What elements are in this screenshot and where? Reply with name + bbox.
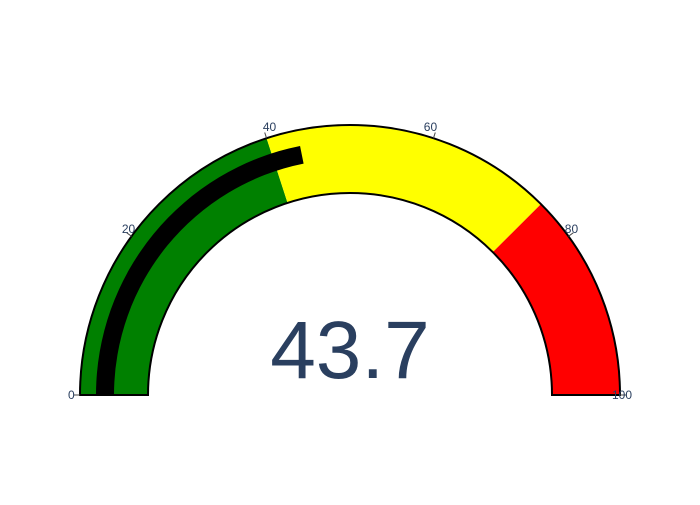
gauge-border bbox=[78, 124, 622, 396]
gauge-tick-label: 100 bbox=[612, 388, 632, 402]
gauge-tick-label: 20 bbox=[122, 222, 136, 236]
gauge-step-3 bbox=[492, 204, 620, 395]
gauge-step-2 bbox=[266, 125, 541, 253]
gauge-tick-label: 40 bbox=[263, 120, 277, 134]
gauge-tick-mark-3 bbox=[432, 132, 436, 139]
gauge-bar-group bbox=[96, 145, 304, 395]
gauge-tick-mark-1 bbox=[126, 232, 132, 237]
gauge-step-1 bbox=[80, 138, 288, 396]
gauge-ticks: 0 20 40 60 80 100 bbox=[68, 120, 632, 402]
gauge-tick-label: 80 bbox=[565, 222, 579, 236]
gauge-steps bbox=[80, 125, 620, 396]
gauge-value-bar bbox=[96, 145, 304, 395]
gauge-outline bbox=[78, 124, 622, 396]
gauge-value: 43.7 bbox=[270, 305, 430, 396]
gauge-tick-label: 60 bbox=[424, 120, 438, 134]
gauge-tick-label: 0 bbox=[68, 388, 75, 402]
gauge-tick-mark-2 bbox=[264, 132, 268, 139]
gauge-tick-mark-4 bbox=[568, 232, 574, 237]
